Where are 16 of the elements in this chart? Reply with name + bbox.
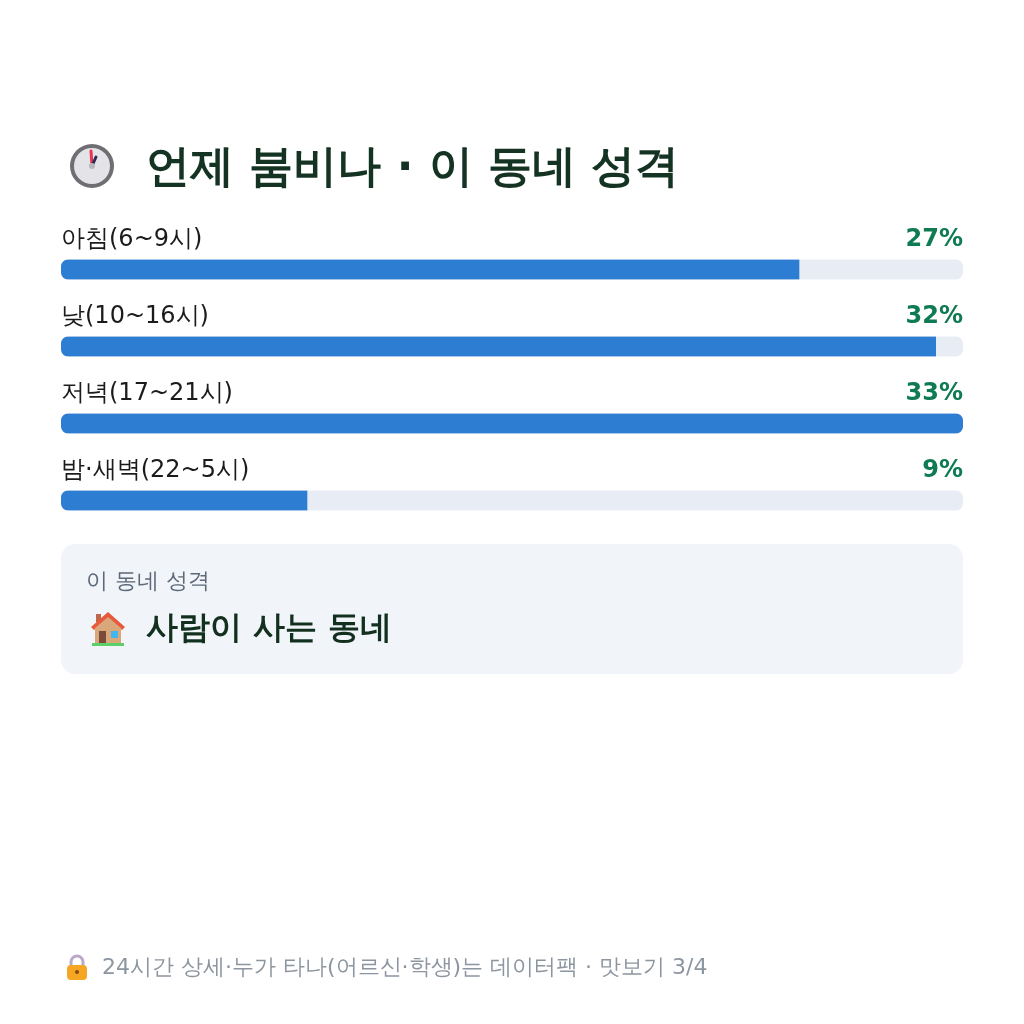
data-label: 32% <box>905 300 963 329</box>
data-label: 27% <box>905 223 963 252</box>
data-label: 33% <box>905 377 963 406</box>
text: 24시간 상세·누가 타나(어르신·학생)는 데이터팩 · 맛보기 3/4 <box>102 953 708 981</box>
bar <box>61 259 800 280</box>
y-tick-label: 낮(10~16시) <box>61 300 209 329</box>
text: 이 동네 성격 <box>86 567 210 595</box>
bar <box>61 336 936 357</box>
y-tick-label: 밤·새벽(22~5시) <box>61 454 250 483</box>
text: 사람이 사는 동네 <box>146 607 393 648</box>
bar <box>61 413 963 434</box>
y-tick-label: 아침(6~9시) <box>61 223 203 252</box>
data-label: 9% <box>922 454 963 483</box>
y-tick-label: 저녁(17~21시) <box>61 377 233 406</box>
bar <box>61 490 308 511</box>
chart-title: 언제 붐비나 · 이 동네 성격 <box>146 139 680 193</box>
